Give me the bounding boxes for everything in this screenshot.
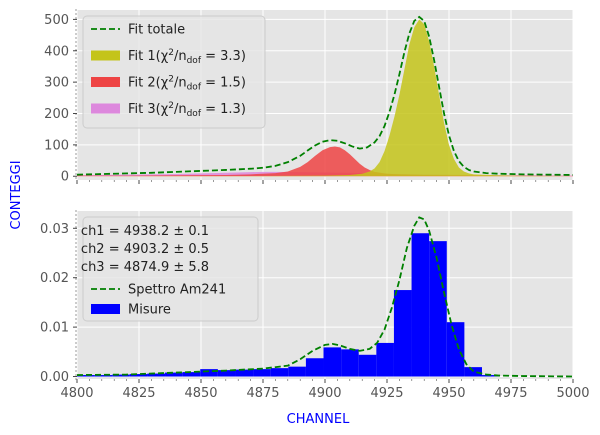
bottom-xtick-label: 4850: [184, 386, 217, 401]
histogram-bar: [358, 354, 377, 377]
histogram-bar: [77, 375, 95, 377]
top-ytick-label: 400: [44, 44, 69, 59]
bottom-ytick-label: 0.00: [40, 370, 69, 385]
top-ytick-label: 500: [44, 13, 69, 28]
legend-label: Spettro Am241: [128, 283, 226, 298]
histogram-bar: [429, 241, 447, 377]
peak-annotation: ch1 = 4938.2 ± 0.1: [81, 224, 209, 239]
bottom-ytick-label: 0.03: [40, 222, 69, 237]
top-series: [76, 15, 574, 177]
legend-swatch: [91, 103, 120, 114]
histogram-bar: [94, 375, 113, 377]
histogram-bar: [341, 349, 359, 377]
bottom-xtick-label: 4900: [308, 386, 341, 401]
histogram-bar: [464, 367, 482, 377]
histogram-bar: [182, 372, 201, 377]
top-ticks: 0 100 200 300 400 500: [44, 9, 574, 185]
histogram-bar: [288, 366, 306, 377]
top-legend: Fit totale Fit 1(χ2/ndof = 3.3) Fit 2(χ2/n…: [82, 15, 266, 129]
legend-swatch: [91, 304, 120, 314]
histogram-bar: [235, 369, 254, 377]
bottom-ticks: 0.00 0.01 0.02 0.03 4800 4825 4850 4875 4900 4925…: [40, 210, 590, 401]
histogram-bar: [129, 374, 148, 377]
legend-swatch: [91, 77, 120, 87]
histogram-bar: [305, 358, 324, 377]
bottom-panel: 0.00 0.01 0.02 0.03 4800 4825 4850 4875 4900 4925…: [40, 210, 590, 401]
bottom-xtick-label: 5000: [556, 386, 589, 401]
histogram-bar: [393, 290, 412, 377]
bottom-xtick-label: 4925: [370, 386, 403, 401]
legend-label: Fit 3(χ2/ndof = 1.3): [128, 101, 246, 119]
histogram-bar: [200, 369, 218, 377]
histogram-bar: [253, 369, 271, 377]
peak-annotation: ch3 = 4874.9 ± 5.8: [81, 260, 209, 275]
legend-swatch: [91, 50, 120, 61]
legend-label: Fit 1(χ2/ndof = 3.3): [128, 48, 246, 66]
histogram-bar: [376, 342, 394, 377]
histogram-bar: [165, 372, 183, 377]
fit-total-line: [76, 15, 574, 176]
histogram-bar: [411, 233, 430, 377]
y-axis-label: CONTEGGI: [9, 160, 24, 229]
legend-label: Fit 2(χ2/ndof = 1.5): [128, 75, 246, 93]
bottom-ytick-label: 0.02: [40, 271, 69, 286]
top-ytick-label: 300: [44, 76, 69, 91]
bottom-ytick-label: 0.01: [40, 321, 69, 336]
histogram-bar: [217, 370, 236, 377]
top-ytick-label: 100: [44, 138, 69, 153]
bottom-xtick-label: 4825: [122, 386, 155, 401]
peak-annotation: ch2 = 4903.2 ± 0.5: [81, 242, 209, 257]
top-panel: 0 100 200 300 400 500 Fit totale Fit 1(χ2/ndof…: [44, 9, 574, 185]
top-ytick-label: 200: [44, 107, 69, 122]
legend-label: Misure: [128, 303, 171, 318]
x-axis-label: CHANNEL: [287, 412, 350, 427]
spectrum-fit-line: [76, 216, 574, 378]
bottom-xtick-label: 4950: [432, 386, 465, 401]
bottom-legend-box: [82, 216, 259, 322]
bottom-legend: ch1 = 4938.2 ± 0.1 ch2 = 4903.2 ± 0.5 ch3 …: [81, 216, 259, 322]
histogram-bar: [446, 322, 465, 377]
legend-label: Fit totale: [128, 23, 185, 38]
top-legend-box: [82, 15, 266, 129]
histogram-bar: [147, 373, 166, 377]
fit-area-2: [77, 146, 573, 177]
histogram-bar: [323, 347, 342, 377]
bottom-xtick-label: 4975: [494, 386, 527, 401]
histogram-bar: [270, 368, 289, 377]
histogram-bar: [112, 374, 130, 377]
bottom-xtick-label: 4800: [60, 386, 93, 401]
bottom-series: [76, 216, 574, 378]
bottom-xtick-label: 4875: [246, 386, 279, 401]
top-ytick-label: 0: [61, 170, 69, 185]
